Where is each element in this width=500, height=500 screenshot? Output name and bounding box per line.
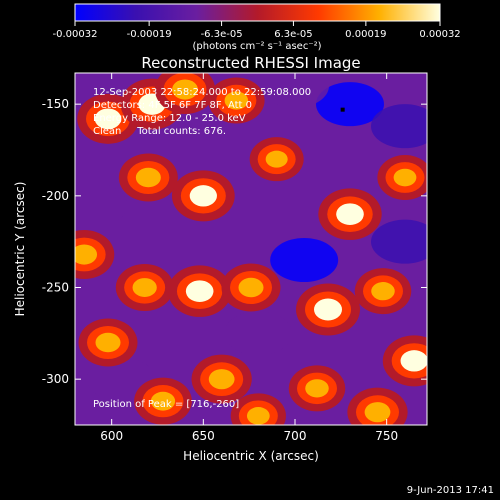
heatmap-source-core	[189, 185, 217, 207]
heatmap-source-core	[336, 203, 364, 226]
colorbar-tick-label: -6.3e-05	[201, 29, 243, 40]
x-tick-label: 600	[100, 429, 123, 443]
y-tick-label: -300	[42, 372, 69, 386]
heatmap-source	[270, 238, 339, 282]
heatmap-source-core	[314, 298, 342, 321]
heatmap-source-core	[224, 91, 249, 110]
heatmap-area	[75, 73, 427, 425]
y-tick-label: -250	[42, 281, 69, 295]
colorbar-tick-label: 6.3e-05	[274, 29, 312, 40]
heatmap-source-core	[393, 168, 417, 187]
x-tick-label: 650	[192, 429, 215, 443]
heatmap-source-core	[305, 379, 329, 398]
chart-title: Reconstructed RHESSI Image	[141, 54, 360, 72]
heatmap-sources	[75, 73, 427, 425]
detectors-text: Detectors: 4F 5F 6F 7F 8F, Att 0	[93, 100, 252, 111]
heatmap-source-core	[246, 407, 270, 425]
heatmap-source-core	[265, 150, 288, 168]
heatmap-source	[371, 219, 427, 264]
y-axis-label: Heliocentric Y (arcsec)	[13, 182, 27, 317]
heatmap-source	[261, 73, 329, 108]
annotation-block: 12-Sep-2003 22:58:24.000 to 22:59:08.000…	[93, 87, 311, 410]
heatmap-source	[75, 183, 128, 227]
peak-position-text: Position of Peak = [716,-260]	[93, 399, 239, 410]
heatmap-source-core	[238, 277, 264, 298]
colorbar-tick-label: -0.00019	[127, 29, 172, 40]
heatmap-source-core	[400, 350, 427, 372]
footer-timestamp: 9-Jun-2013 17:41	[407, 485, 494, 496]
heatmap-source-core	[75, 244, 98, 265]
heatmap-source-core	[208, 369, 235, 390]
heatmap-source-core	[185, 280, 214, 303]
time-range-text: 12-Sep-2003 22:58:24.000 to 22:59:08.000	[93, 87, 311, 98]
heatmap-source	[316, 82, 384, 127]
y-axis-ticks: -150 -200 -250 -300	[42, 97, 427, 386]
heatmap-source-core	[364, 402, 391, 423]
heatmap-source	[224, 311, 293, 356]
x-axis-label: Heliocentric X (arcsec)	[183, 449, 319, 463]
colorbar	[74, 3, 441, 22]
heatmap-source-core	[135, 167, 161, 188]
peak-marker	[340, 107, 345, 112]
heatmap-source-core	[95, 332, 121, 353]
x-tick-label: 700	[284, 429, 307, 443]
plot-frame	[74, 72, 428, 426]
clean-counts-text: Clean Total counts: 676.	[93, 126, 226, 137]
heatmap-source-core	[150, 391, 176, 411]
energy-range-text: Energy Range: 12.0 - 25.0 keV	[93, 113, 246, 124]
x-axis-ticks: 600 650 700 750	[100, 73, 398, 443]
y-tick-label: -200	[42, 189, 69, 203]
y-tick-label: -150	[42, 97, 69, 111]
heatmap-source	[371, 104, 427, 149]
colorbar-tick-label: 0.00032	[419, 29, 460, 40]
colorbar-unit-label: (photons cm⁻² s⁻¹ asec⁻²)	[192, 41, 321, 52]
colorbar-tick-label: -0.00032	[53, 29, 98, 40]
x-tick-label: 750	[375, 429, 398, 443]
heatmap-source-core	[94, 108, 122, 130]
heatmap-source-core	[172, 79, 198, 100]
colorbar-tick-label: 0.00019	[345, 29, 386, 40]
heatmap-source-core	[132, 278, 157, 297]
heatmap-source-core	[371, 282, 395, 301]
colorbar-ticks: -0.00032 -0.00019 -6.3e-05 6.3e-05 0.00019 0.…	[53, 21, 461, 40]
